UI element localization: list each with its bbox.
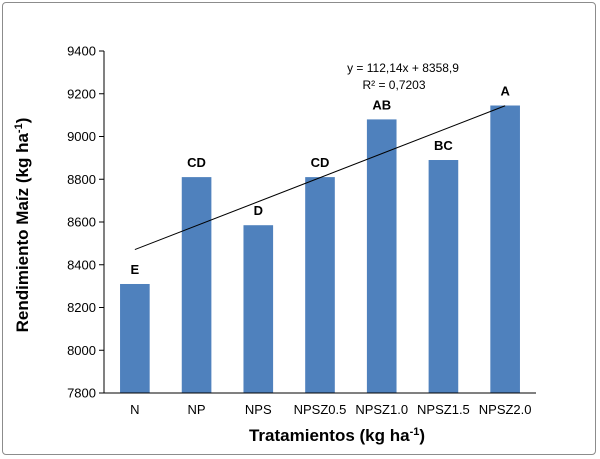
x-axis-title-close: ) xyxy=(419,426,425,445)
y-axis-title-text: Rendimiento Maíz (kg ha xyxy=(13,133,32,333)
y-tick-label: 9200 xyxy=(67,86,96,101)
significance-letter: E xyxy=(131,262,140,277)
y-tick-label: 8600 xyxy=(67,215,96,230)
significance-letter: CD xyxy=(311,155,330,170)
significance-letters: E CD D CD AB BC A xyxy=(131,84,511,277)
y-axis-ticks: 7800 8000 8200 8400 8600 8800 9000 9200 9400 xyxy=(67,44,104,401)
x-tick-label: N xyxy=(130,402,139,417)
significance-letter: D xyxy=(254,203,263,218)
y-axis-title-close: ) xyxy=(13,118,32,124)
trendline xyxy=(134,105,506,251)
bar xyxy=(366,119,397,394)
bars xyxy=(120,105,520,394)
x-axis-title-text: Tratamientos (kg ha xyxy=(249,426,410,445)
bar xyxy=(428,160,459,393)
y-tick-label: 9400 xyxy=(67,44,96,59)
bar xyxy=(243,225,274,393)
trendline-r2: R² = 0,7203 xyxy=(362,78,425,92)
y-axis-title: Rendimiento Maíz (kg ha-1) xyxy=(13,118,32,333)
bar xyxy=(490,105,520,393)
significance-letter: CD xyxy=(187,155,206,170)
trendline-equation: y = 112,14x + 8358,9 xyxy=(347,61,459,75)
significance-letter: A xyxy=(500,84,510,99)
x-tick-label: NPSZ0.5 xyxy=(294,402,347,417)
x-axis-title-superscript: -1 xyxy=(410,426,420,438)
x-axis-title: Tratamientos (kg ha-1) xyxy=(249,426,425,445)
y-axis-title-superscript: -1 xyxy=(13,123,25,133)
y-tick-label: 8200 xyxy=(67,300,96,315)
y-tick-label: 8800 xyxy=(67,172,96,187)
bar xyxy=(120,283,150,393)
x-axis-ticks: N NP NPS NPSZ0.5 NPSZ1.0 NPSZ1.5 NPSZ2.0 xyxy=(130,402,531,417)
x-tick-label: NP xyxy=(188,402,206,417)
x-tick-label: NPSZ2.0 xyxy=(479,402,532,417)
significance-letter: AB xyxy=(372,97,391,112)
y-tick-label: 7800 xyxy=(67,386,96,401)
x-tick-label: NPS xyxy=(245,402,272,417)
significance-letter: BC xyxy=(434,138,453,153)
x-tick-label: NPSZ1.5 xyxy=(417,402,470,417)
bar xyxy=(305,177,335,393)
y-tick-label: 8000 xyxy=(67,343,96,358)
bar xyxy=(181,177,212,393)
x-tick-label: NPSZ1.0 xyxy=(355,402,408,417)
y-tick-label: 9000 xyxy=(67,129,96,144)
y-tick-label: 8400 xyxy=(67,257,96,272)
